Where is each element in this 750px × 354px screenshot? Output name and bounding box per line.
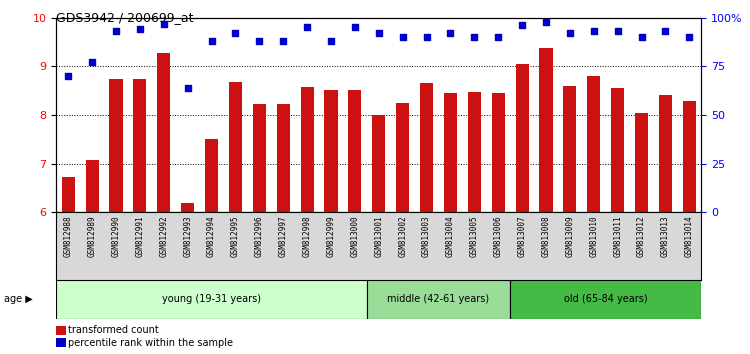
Bar — [253, 104, 266, 212]
Bar — [396, 103, 410, 212]
Bar — [468, 92, 481, 212]
Point — [445, 30, 457, 36]
Point — [110, 28, 122, 34]
Point — [516, 23, 528, 28]
Text: GSM813012: GSM813012 — [637, 216, 646, 257]
Bar — [367, 280, 510, 319]
Text: GSM813005: GSM813005 — [470, 216, 478, 257]
Text: GSM812990: GSM812990 — [112, 216, 121, 257]
Point — [468, 34, 480, 40]
Point — [421, 34, 433, 40]
Text: GSM813000: GSM813000 — [350, 216, 359, 257]
Text: old (65-84 years): old (65-84 years) — [564, 294, 647, 304]
Point — [564, 30, 576, 36]
Text: GSM813008: GSM813008 — [542, 216, 550, 257]
Bar — [277, 104, 290, 212]
Point — [62, 73, 74, 79]
Bar — [110, 79, 122, 212]
Point — [158, 21, 170, 26]
Bar — [205, 139, 218, 212]
Bar — [682, 102, 696, 212]
Text: GSM812997: GSM812997 — [279, 216, 288, 257]
Text: middle (42-61 years): middle (42-61 years) — [388, 294, 490, 304]
Text: GSM812999: GSM812999 — [326, 216, 335, 257]
Text: GSM813001: GSM813001 — [374, 216, 383, 257]
Point — [325, 38, 337, 44]
Text: GSM812993: GSM812993 — [183, 216, 192, 257]
Bar — [301, 87, 313, 212]
Text: transformed count: transformed count — [68, 325, 159, 335]
Text: GDS3942 / 200699_at: GDS3942 / 200699_at — [56, 11, 194, 24]
Bar — [56, 280, 367, 319]
Point — [635, 34, 647, 40]
Point — [492, 34, 504, 40]
Bar — [635, 113, 648, 212]
Text: GSM813003: GSM813003 — [422, 216, 431, 257]
Text: GSM813014: GSM813014 — [685, 216, 694, 257]
Bar — [420, 84, 433, 212]
Text: GSM813007: GSM813007 — [518, 216, 526, 257]
Point — [134, 27, 146, 32]
Point — [182, 85, 194, 91]
Text: GSM812994: GSM812994 — [207, 216, 216, 257]
Text: GSM812992: GSM812992 — [159, 216, 168, 257]
Text: GSM813002: GSM813002 — [398, 216, 407, 257]
Point — [301, 24, 313, 30]
Bar — [348, 90, 361, 212]
Bar — [86, 160, 99, 212]
Bar — [134, 79, 146, 212]
Point — [659, 28, 671, 34]
Text: GSM812998: GSM812998 — [302, 216, 311, 257]
Point — [254, 38, 266, 44]
Bar — [181, 202, 194, 212]
Text: GSM813006: GSM813006 — [494, 216, 502, 257]
Point — [230, 30, 242, 36]
Bar — [325, 90, 338, 212]
Point — [612, 28, 624, 34]
Bar — [229, 82, 242, 212]
Bar — [158, 53, 170, 212]
Bar — [510, 280, 701, 319]
Bar — [539, 48, 553, 212]
Point — [683, 34, 695, 40]
Text: GSM812995: GSM812995 — [231, 216, 240, 257]
Point — [349, 24, 361, 30]
Bar — [611, 88, 624, 212]
Point — [540, 19, 552, 24]
Bar — [492, 93, 505, 212]
Text: GSM812988: GSM812988 — [64, 216, 73, 257]
Text: age ▶: age ▶ — [4, 294, 32, 304]
Bar — [587, 76, 600, 212]
Bar — [444, 93, 457, 212]
Point — [278, 38, 290, 44]
Bar — [372, 115, 386, 212]
Text: GSM812991: GSM812991 — [135, 216, 144, 257]
Point — [588, 28, 600, 34]
Point — [397, 34, 409, 40]
Bar — [62, 177, 75, 212]
Text: percentile rank within the sample: percentile rank within the sample — [68, 338, 233, 348]
Text: GSM813011: GSM813011 — [614, 216, 622, 257]
Text: GSM813013: GSM813013 — [661, 216, 670, 257]
Text: GSM813004: GSM813004 — [446, 216, 455, 257]
Text: young (19-31 years): young (19-31 years) — [162, 294, 261, 304]
Bar — [563, 86, 577, 212]
Bar — [658, 95, 672, 212]
Text: GSM812989: GSM812989 — [88, 216, 97, 257]
Text: GSM813010: GSM813010 — [590, 216, 598, 257]
Bar — [515, 64, 529, 212]
Point — [373, 30, 385, 36]
Text: GSM812996: GSM812996 — [255, 216, 264, 257]
Point — [86, 59, 98, 65]
Text: GSM813009: GSM813009 — [566, 216, 574, 257]
Point — [206, 38, 218, 44]
